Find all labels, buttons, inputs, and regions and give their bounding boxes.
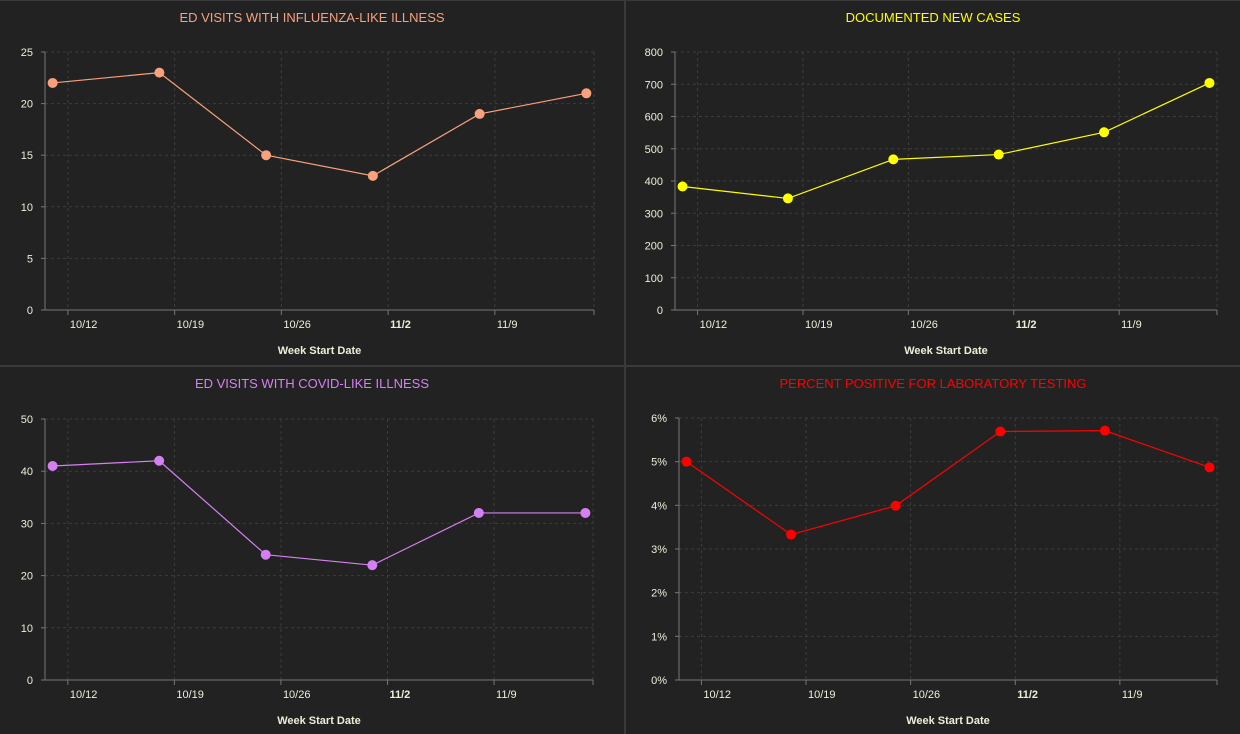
chart-svg: 0 5 10 15 20 25 10/12 10/19 10/26 11/2 11/9 Week St… [21,47,595,357]
chart-title: ED VISITS WITH COVID-LIKE ILLNESS [194,376,430,391]
x-tick-label: 10/26 [283,689,311,701]
chart-title: PERCENT POSITIVE FOR LABORATORY TESTING [779,376,1087,391]
data-point [677,181,688,192]
y-tick-label: 15 [21,150,33,162]
series-line [52,460,586,566]
x-tick-label: 11/2 [1017,689,1038,701]
y-tick-label: 10 [21,202,33,214]
y-tick-label: 1% [651,631,667,643]
data-point [47,460,58,471]
y-tick-label: 600 [645,112,663,124]
series-line [686,430,1210,536]
data-point [782,193,793,204]
x-tick-label: 10/19 [176,689,204,701]
chart-panel-percent-positive: PERCENT POSITIVE FOR LABORATORY TESTING … [626,367,1240,734]
y-tick-label: 0% [651,675,667,687]
top-border [0,0,1240,1]
y-tick-label: 500 [645,144,663,156]
data-point [474,108,485,119]
x-tick-label: 11/9 [497,319,518,331]
x-axis-label: Week Start Date [906,715,990,727]
y-tick-label: 100 [645,273,663,285]
horizontal-divider [0,365,1240,367]
chart-panel-influenza: ED VISITS WITH INFLUENZA-LIKE ILLNESS 0 5… [0,1,624,365]
y-tick-label: 10 [21,623,33,635]
y-tick-label: 300 [645,208,663,220]
data-point [1204,77,1215,88]
x-axis-label: Week Start Date [277,715,361,727]
y-tick-label: 700 [645,79,663,91]
x-tick-label: 10/12 [700,319,728,331]
y-tick-label: 25 [21,47,33,59]
data-point [681,456,692,467]
y-tick-label: 20 [21,99,33,111]
x-tick-label: 11/9 [1121,319,1142,331]
y-tick-label: 0 [657,305,663,317]
chart-title: ED VISITS WITH INFLUENZA-LIKE ILLNESS [179,10,445,25]
x-axis-label: Week Start Date [278,345,362,357]
x-tick-label: 11/2 [1016,319,1037,331]
x-axis-label: Week Start Date [904,345,988,357]
data-point [367,560,378,571]
y-tick-label: 40 [21,466,33,478]
chart-title: DOCUMENTED NEW CASES [845,10,1021,25]
y-tick-label: 0 [27,675,33,687]
data-point [581,88,592,99]
data-point [1204,462,1215,473]
series-line [682,82,1210,200]
y-tick-label: 4% [651,500,667,512]
x-tick-label: 10/26 [910,319,938,331]
data-point [993,149,1004,160]
y-tick-label: 5% [651,457,667,469]
data-point [786,529,797,540]
data-point [580,507,591,518]
series-line [52,72,587,177]
x-tick-label: 11/2 [390,689,411,701]
chart-svg: 0 10 20 30 40 50 10/12 10/19 10/26 11/2 11/9 Week S… [21,414,594,727]
y-tick-label: 0 [27,305,33,317]
x-tick-label: 10/19 [177,319,205,331]
x-tick-label: 10/12 [703,689,731,701]
data-point [367,170,378,181]
y-tick-label: 5 [27,253,33,265]
y-tick-label: 2% [651,588,667,600]
y-tick-label: 6% [651,413,667,425]
x-tick-label: 10/26 [913,689,941,701]
data-point [1099,127,1110,138]
data-point [890,500,901,511]
x-tick-label: 10/19 [808,689,836,701]
data-point [260,549,271,560]
x-tick-label: 11/2 [390,319,411,331]
y-tick-label: 50 [21,414,33,426]
y-tick-label: 3% [651,544,667,556]
x-tick-label: 10/12 [70,689,98,701]
vertical-divider [624,0,626,734]
y-tick-label: 20 [21,571,33,583]
x-tick-label: 10/19 [805,319,833,331]
y-tick-label: 200 [645,241,663,253]
data-point [473,507,484,518]
y-tick-label: 800 [645,47,663,59]
x-tick-label: 10/26 [283,319,311,331]
y-tick-label: 30 [21,518,33,530]
chart-panel-new-cases: DOCUMENTED NEW CASES 0 100 200 300 400 500 600… [626,1,1240,365]
data-point [154,67,165,78]
y-tick-label: 400 [645,176,663,188]
x-tick-label: 10/12 [70,319,98,331]
x-tick-label: 11/9 [1122,689,1143,701]
data-point [261,150,272,161]
data-point [47,77,58,88]
x-tick-label: 11/9 [496,689,517,701]
chart-svg: 0 100 200 300 400 500 600 700 800 10/12 10/19 10/26… [645,47,1218,357]
data-point [1099,425,1110,436]
chart-panel-covid: ED VISITS WITH COVID-LIKE ILLNESS 0 10 20 3… [0,367,624,734]
chart-svg: 0% 1% 2% 3% 4% 5% 6% 10/12 10/19 10/26 11/2 11/9 Wee… [651,413,1218,727]
data-point [888,154,899,165]
data-point [154,455,165,466]
data-point [995,426,1006,437]
